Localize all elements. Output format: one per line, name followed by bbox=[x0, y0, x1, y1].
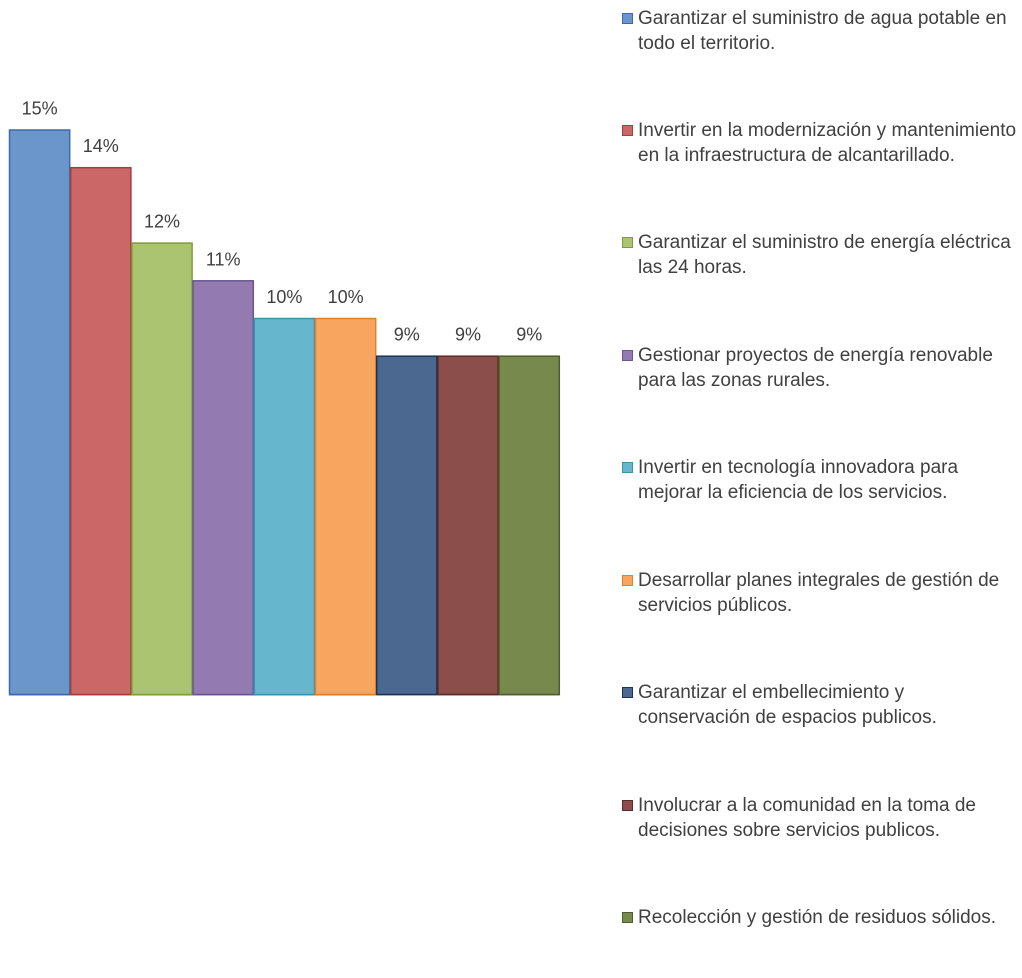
legend-swatch bbox=[622, 350, 633, 361]
legend-swatch bbox=[622, 462, 633, 473]
legend-swatch bbox=[622, 13, 633, 24]
legend: Garantizar el suministro de agua potable… bbox=[622, 0, 1018, 978]
data-label: 9% bbox=[516, 325, 542, 345]
legend-item: Gestionar proyectos de energía renovable… bbox=[622, 343, 1018, 393]
legend-item: Garantizar el suministro de energía eléc… bbox=[622, 230, 1018, 280]
legend-label: Garantizar el embellecimiento y conserva… bbox=[638, 682, 937, 728]
bar bbox=[498, 355, 561, 696]
legend-item: Garantizar el suministro de agua potable… bbox=[622, 6, 1018, 56]
bar bbox=[192, 280, 255, 696]
bar bbox=[314, 317, 377, 696]
legend-swatch bbox=[622, 800, 633, 811]
data-label: 9% bbox=[394, 325, 420, 345]
data-label: 10% bbox=[328, 287, 364, 307]
legend-item: Invertir en la modernización y mantenimi… bbox=[622, 118, 1018, 168]
data-label: 9% bbox=[455, 325, 481, 345]
legend-label: Gestionar proyectos de energía renovable… bbox=[638, 345, 993, 391]
legend-item: Desarrollar planes integrales de gestión… bbox=[622, 568, 1018, 618]
legend-item: Garantizar el embellecimiento y conserva… bbox=[622, 680, 1018, 730]
legend-label: Recolección y gestión de residuos sólido… bbox=[638, 907, 997, 928]
legend-label: Involucrar a la comunidad en la toma de … bbox=[638, 795, 976, 841]
data-label: 14% bbox=[83, 136, 119, 156]
legend-label: Garantizar el suministro de agua potable… bbox=[638, 8, 1007, 54]
legend-label: Invertir en la modernización y mantenimi… bbox=[638, 120, 1017, 166]
legend-label: Garantizar el suministro de energía eléc… bbox=[638, 232, 1011, 278]
legend-label: Invertir en tecnología innovadora para m… bbox=[638, 457, 959, 503]
legend-item: Invertir en tecnología innovadora para m… bbox=[622, 455, 1018, 505]
data-label: 15% bbox=[22, 99, 58, 119]
legend-label: Desarrollar planes integrales de gestión… bbox=[638, 570, 1000, 616]
bar bbox=[131, 242, 193, 696]
data-label: 10% bbox=[266, 287, 302, 307]
legend-swatch bbox=[622, 687, 633, 698]
legend-swatch bbox=[622, 912, 633, 923]
data-label: 12% bbox=[144, 212, 180, 232]
data-label: 11% bbox=[206, 249, 241, 269]
bar bbox=[8, 129, 71, 696]
legend-swatch bbox=[622, 237, 633, 248]
legend-item: Involucrar a la comunidad en la toma de … bbox=[622, 793, 1018, 843]
bar bbox=[253, 317, 316, 696]
legend-swatch bbox=[622, 575, 633, 586]
bar bbox=[437, 355, 499, 696]
legend-item: Recolección y gestión de residuos sólido… bbox=[622, 905, 1018, 930]
bar bbox=[69, 166, 132, 696]
legend-swatch bbox=[622, 125, 633, 136]
bar bbox=[375, 355, 438, 696]
